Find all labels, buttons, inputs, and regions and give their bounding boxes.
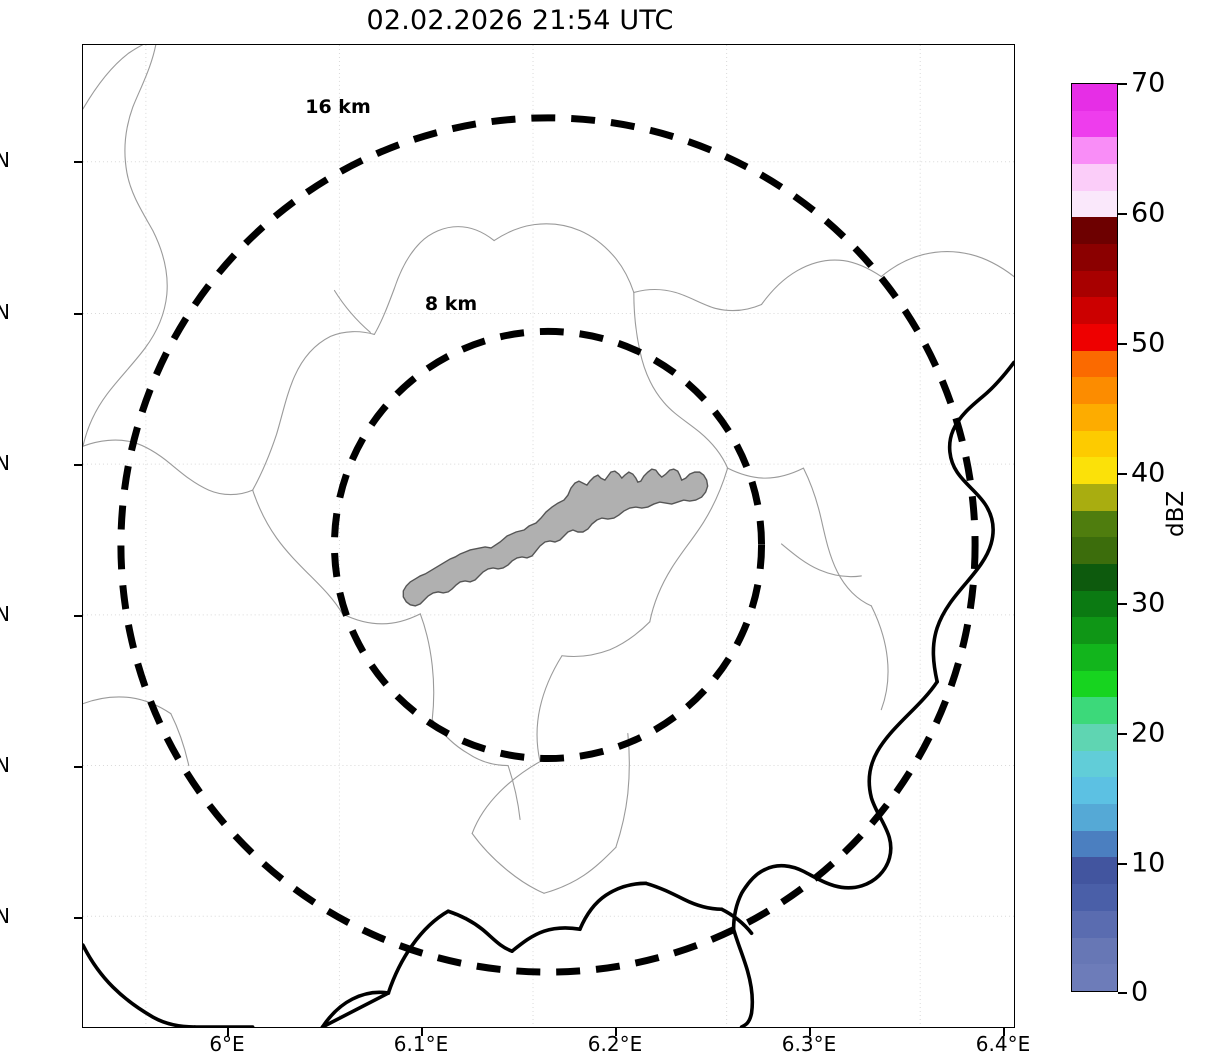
colorbar-band: [1072, 750, 1117, 778]
colorbar-band: [1072, 430, 1117, 458]
colorbar-band: [1072, 270, 1117, 298]
colorbar-tick-label: 20: [1131, 717, 1166, 749]
colorbar-band: [1072, 217, 1117, 245]
y-axis-tick: [74, 615, 82, 617]
radar-map-plot[interactable]: [82, 44, 1015, 1028]
y-axis-tick: [74, 313, 82, 315]
x-axis-tick-label: 6°E: [209, 1032, 245, 1056]
page-title: 02.02.2026 21:54 UTC: [366, 5, 674, 36]
colorbar-tick-label: 60: [1131, 197, 1166, 229]
colorbar-band: [1072, 377, 1117, 405]
x-axis-tick: [421, 1028, 423, 1036]
y-axis-tick: [74, 917, 82, 919]
x-axis-tick-label: 6.2°E: [587, 1032, 643, 1056]
colorbar-band: [1072, 244, 1117, 271]
colorbar-band: [1072, 884, 1117, 911]
colorbar-band: [1072, 457, 1117, 485]
colorbar-band: [1072, 404, 1117, 431]
colorbar-tick: [1118, 863, 1127, 865]
colorbar-band: [1072, 297, 1117, 325]
city-area-polygon: [402, 468, 709, 607]
colorbar-band: [1072, 857, 1117, 885]
colorbar-tick: [1118, 83, 1127, 85]
colorbar-band: [1072, 84, 1117, 111]
colorbar-band: [1072, 190, 1117, 218]
colorbar-tick-label: 10: [1131, 847, 1166, 879]
colorbar-band: [1072, 697, 1117, 725]
colorbar-tick: [1118, 473, 1127, 475]
colorbar-band: [1072, 590, 1117, 618]
latitude-label-text: 49.7°N: [0, 300, 10, 324]
x-axis-tick-label: 6.1°E: [393, 1032, 449, 1056]
colorbar-tick: [1118, 213, 1127, 215]
y-axis-tick: [74, 464, 82, 466]
colorbar-band: [1072, 484, 1117, 511]
y-axis-tick: [74, 766, 82, 768]
range-rings: [117, 114, 979, 976]
colorbar[interactable]: [1071, 83, 1118, 992]
x-axis-tick: [809, 1028, 811, 1036]
colorbar-band: [1072, 910, 1117, 938]
map-canvas: [83, 45, 1014, 1027]
x-axis-tick: [227, 1028, 229, 1036]
colorbar-band: [1072, 670, 1117, 698]
latitude-label-text: 49.75°N: [0, 148, 10, 172]
x-axis-tick-label: 6.3°E: [781, 1032, 837, 1056]
colorbar-tick: [1118, 603, 1127, 605]
colorbar-band: [1072, 324, 1117, 351]
colorbar-band: [1072, 510, 1117, 538]
range-ring-label-16km: 16 km: [305, 96, 371, 118]
x-axis-tick: [615, 1028, 617, 1036]
colorbar-band: [1072, 564, 1117, 591]
colorbar-band: [1072, 350, 1117, 378]
x-axis-tick-label: 6.4°E: [975, 1032, 1031, 1056]
colorbar-tick-label: 0: [1131, 976, 1149, 1008]
latitude-label-text: 49.55°N: [0, 753, 10, 777]
y-axis-tick: [74, 161, 82, 163]
colorbar-band: [1072, 937, 1117, 965]
colorbar-band: [1072, 964, 1117, 991]
colorbar-tick-label: 50: [1131, 327, 1166, 359]
colorbar-band: [1072, 804, 1117, 831]
colorbar-title: dBZ: [1163, 490, 1189, 537]
colorbar-tick-label: 70: [1131, 67, 1166, 99]
colorbar-band: [1072, 617, 1117, 645]
range-ring-16km: [117, 114, 979, 976]
colorbar-tick: [1118, 343, 1127, 345]
latitude-label-text: 49.65°N: [0, 451, 10, 475]
colorbar-band: [1072, 830, 1117, 858]
colorbar-band: [1072, 537, 1117, 565]
latitude-label-text: 49.6°N: [0, 602, 10, 626]
colorbar-band: [1072, 137, 1117, 165]
x-axis-tick: [1003, 1028, 1005, 1036]
colorbar-band: [1072, 110, 1117, 138]
colorbar-band: [1072, 644, 1117, 671]
national-borders: [83, 360, 1014, 1027]
colorbar-tick: [1118, 992, 1127, 994]
range-ring-8km: [330, 327, 766, 763]
colorbar-band: [1072, 777, 1117, 805]
range-ring-label-8km: 8 km: [424, 293, 478, 315]
colorbar-tick-label: 40: [1131, 457, 1166, 489]
latitude-label-text: 49.5°N: [0, 904, 10, 928]
colorbar-tick-label: 30: [1131, 587, 1166, 619]
colorbar-band: [1072, 724, 1117, 751]
admin-boundaries: [83, 45, 1014, 894]
colorbar-tick: [1118, 733, 1127, 735]
colorbar-band: [1072, 164, 1117, 191]
